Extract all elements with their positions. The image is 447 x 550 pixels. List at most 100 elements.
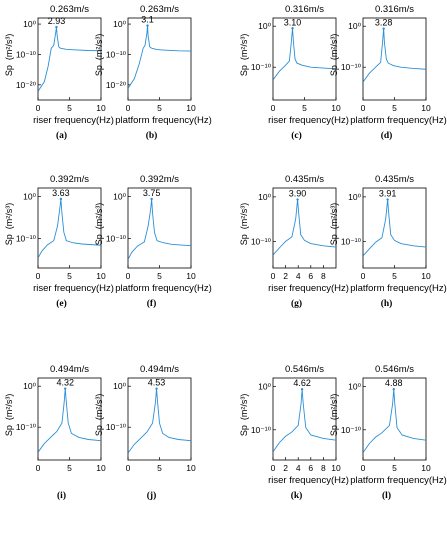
- peak-point: [386, 198, 389, 201]
- x-tick-label: 10: [186, 103, 196, 113]
- panel-title: 0.263m/s: [140, 4, 179, 15]
- x-axis-label: riser frequency(Hz): [268, 115, 349, 126]
- panel-title: 0.494m/s: [50, 364, 89, 375]
- panel-c: 0.316m/s 10⁰ 10⁻¹⁰ 0 5 10 Sp (m²/s³) 3.10 riser f…: [239, 4, 349, 141]
- y-axis-unit: (m²/s³): [329, 203, 339, 230]
- x-tick-label: 5: [67, 271, 72, 281]
- y-axis-label: Sp (m²/s³): [329, 34, 339, 77]
- x-tick-label: 0: [271, 463, 276, 473]
- y-tick-label: 10⁻¹⁰: [16, 49, 37, 59]
- spectrum-line: [272, 389, 337, 452]
- x-axis-label: platform frequency(Hz): [350, 475, 447, 486]
- peak-point: [55, 25, 58, 29]
- panel-letter: (c): [291, 130, 302, 141]
- panel-h: 0.435m/s 10⁰ 10⁻¹⁰ 0 5 10 Sp (m²/s³) 3.91 platfor…: [329, 174, 447, 309]
- y-tick-label: 10⁻¹⁰: [106, 49, 127, 59]
- panel-letter: (b): [146, 130, 158, 141]
- y-axis-unit: (m²/s³): [94, 203, 104, 230]
- y-axis-name: Sp: [4, 425, 14, 436]
- x-tick-label: 2: [283, 463, 288, 473]
- peak-label: 4.62: [293, 378, 311, 388]
- y-tick-label: 10⁻¹⁰: [251, 62, 272, 72]
- y-axis-label: Sp (m²/s³): [239, 203, 249, 246]
- x-axis-label: riser frequency(Hz): [268, 283, 349, 294]
- panel-title: 0.435m/s: [285, 174, 324, 185]
- x-tick-label: 0: [361, 103, 366, 113]
- axes-box: [272, 377, 337, 461]
- x-tick-label: 10: [421, 103, 431, 113]
- y-tick-label: 10⁻¹⁰: [251, 425, 272, 435]
- peak-point: [382, 27, 385, 30]
- x-axis-label: platform frequency(Hz): [350, 283, 447, 294]
- x-tick-label: 6: [308, 463, 313, 473]
- y-tick-label: 10⁰: [23, 191, 36, 201]
- peak-label: 4.53: [148, 378, 166, 388]
- x-tick-label: 0: [36, 271, 41, 281]
- y-tick-label: 10⁻²⁰: [106, 80, 127, 90]
- y-tick-label: 10⁰: [348, 382, 361, 392]
- axes-box: [362, 377, 427, 461]
- x-tick-label: 10: [186, 463, 196, 473]
- y-axis-label: Sp (m²/s³): [4, 34, 14, 77]
- peak-point: [300, 388, 304, 391]
- panel-e: 0.392m/s 10⁰ 10⁻¹⁰ 0 5 10 Sp (m²/s³) 3.63 riser f…: [4, 174, 114, 309]
- x-tick-label: 0: [361, 271, 366, 281]
- x-tick-label: 0: [36, 463, 41, 473]
- panel-letter: (k): [291, 490, 303, 501]
- y-axis-name: Sp: [239, 425, 249, 436]
- y-axis-name: Sp: [329, 425, 339, 436]
- panel-title: 0.263m/s: [50, 4, 89, 15]
- x-tick-label: 10: [421, 463, 431, 473]
- x-tick-label: 0: [126, 271, 131, 281]
- x-tick-label: 10: [96, 103, 106, 113]
- peak-point: [155, 387, 158, 390]
- x-tick-label: 5: [67, 103, 72, 113]
- x-tick-label: 10: [186, 271, 196, 281]
- y-axis-name: Sp: [94, 425, 104, 436]
- y-axis-name: Sp: [4, 65, 14, 76]
- panel-title: 0.546m/s: [285, 364, 324, 375]
- y-tick-label: 10⁻¹⁰: [341, 425, 362, 435]
- spectrum-line: [272, 199, 337, 255]
- panel-letter: (e): [56, 298, 67, 309]
- x-tick-label: 5: [392, 271, 397, 281]
- panel-f: 0.392m/s 10⁰ 10⁻¹⁰ 0 5 10 Sp (m²/s³) 3.75 platfor…: [94, 174, 212, 309]
- panel-letter: (l): [382, 490, 391, 501]
- panel-title: 0.494m/s: [140, 364, 179, 375]
- spectrum-line: [127, 198, 192, 259]
- panel-title: 0.392m/s: [140, 174, 179, 185]
- x-tick-label: 0: [361, 463, 366, 473]
- axes-box: [272, 17, 337, 101]
- spectrum-line: [127, 388, 192, 453]
- panel-b: 0.263m/s 10⁰ 10⁻¹⁰ 10⁻²⁰ 0 5 10 Sp (m²/s³) 3.1 pla…: [94, 4, 212, 141]
- y-tick-label: 10⁰: [258, 382, 271, 392]
- y-tick-label: 10⁰: [113, 19, 126, 29]
- peak-point: [296, 198, 299, 201]
- peak-label: 3.90: [289, 189, 307, 199]
- spectrum-line: [127, 25, 192, 89]
- y-tick-label: 10⁻¹⁰: [16, 422, 37, 432]
- panel-letter: (f): [147, 298, 157, 309]
- axes-box: [37, 377, 102, 461]
- panel-d: 0.316m/s 10⁰ 10⁻¹⁰ 0 5 10 Sp (m²/s³) 3.28 platfor…: [329, 4, 447, 141]
- y-tick-label: 10⁰: [113, 381, 126, 391]
- panel-letter: (g): [291, 298, 302, 309]
- peak-point: [291, 27, 294, 30]
- x-tick-label: 10: [331, 103, 341, 113]
- peak-label: 3.75: [143, 188, 161, 198]
- y-tick-label: 10⁰: [348, 21, 361, 31]
- panel-k: 0.546m/s 10⁰ 10⁻¹⁰ 0 2 4 6 8 10 Sp (m²/s³) 4.62 rise…: [239, 364, 349, 501]
- spectrum-line: [37, 27, 102, 92]
- axes-box: [362, 17, 427, 101]
- y-axis-unit: (m²/s³): [239, 394, 249, 421]
- spectrum-line: [362, 199, 427, 256]
- x-tick-label: 5: [157, 103, 162, 113]
- axes-box: [37, 187, 102, 269]
- x-tick-label: 0: [126, 463, 131, 473]
- x-axis-label: platform frequency(Hz): [350, 115, 447, 126]
- spectrum-line: [362, 28, 427, 82]
- y-axis-unit: (m²/s³): [94, 394, 104, 421]
- peak-label: 3.1: [141, 15, 154, 25]
- y-axis-name: Sp: [239, 234, 249, 245]
- y-axis-name: Sp: [94, 65, 104, 76]
